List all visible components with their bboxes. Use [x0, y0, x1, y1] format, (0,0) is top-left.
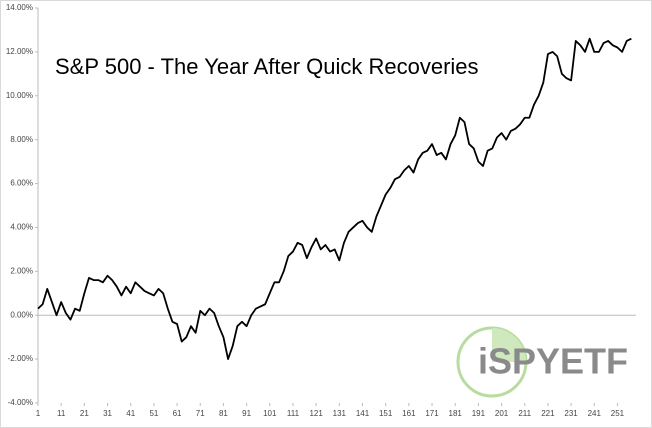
x-tick-label: 231 [564, 409, 578, 418]
x-tick-label: 221 [541, 409, 555, 418]
x-tick-label: 11 [57, 409, 66, 418]
x-tick-label: 131 [333, 409, 347, 418]
logo-text: iSPYETF [478, 341, 628, 382]
x-tick-label: 21 [80, 409, 89, 418]
x-tick-label: 41 [126, 409, 135, 418]
x-tick-label: 111 [287, 409, 300, 418]
y-tick-label: 10.00% [6, 91, 33, 100]
x-tick-label: 71 [196, 409, 205, 418]
logo-sweep [492, 328, 526, 362]
y-tick-label: 4.00% [10, 223, 33, 232]
y-tick-label: 8.00% [10, 135, 33, 144]
x-tick-label: 161 [402, 409, 416, 418]
x-tick-label: 31 [103, 409, 112, 418]
x-tick-label: 181 [449, 409, 463, 418]
x-tick-label: 101 [263, 409, 277, 418]
x-tick-label: 91 [242, 409, 251, 418]
data-line [37, 37, 632, 361]
y-tick-label: 14.00% [6, 3, 33, 12]
y-tick-label: -4.00% [8, 398, 33, 407]
y-tick-label: 6.00% [10, 179, 33, 188]
x-tick-label: 1 [36, 409, 41, 418]
x-tick-label: 141 [356, 409, 370, 418]
x-tick-label: 151 [379, 409, 393, 418]
y-tick-label: 12.00% [6, 47, 33, 56]
logo: iSPYETF [456, 326, 628, 398]
y-tick-label: -2.00% [8, 354, 33, 363]
x-tick-label: 191 [472, 409, 486, 418]
y-tick-label: 0.00% [10, 310, 33, 319]
y-tick-label: 2.00% [10, 266, 33, 275]
x-tick-label: 121 [309, 409, 323, 418]
chart-title: S&P 500 - The Year After Quick Recoverie… [55, 54, 479, 79]
x-tick-label: 51 [149, 409, 158, 418]
x-tick-label: 241 [588, 409, 602, 418]
x-tick-label: 171 [425, 409, 439, 418]
x-tick-label: 211 [518, 409, 531, 418]
x-tick-label: 81 [219, 409, 228, 418]
x-tick-label: 251 [611, 409, 625, 418]
x-tick-label: 61 [173, 409, 182, 418]
x-tick-label: 201 [495, 409, 509, 418]
